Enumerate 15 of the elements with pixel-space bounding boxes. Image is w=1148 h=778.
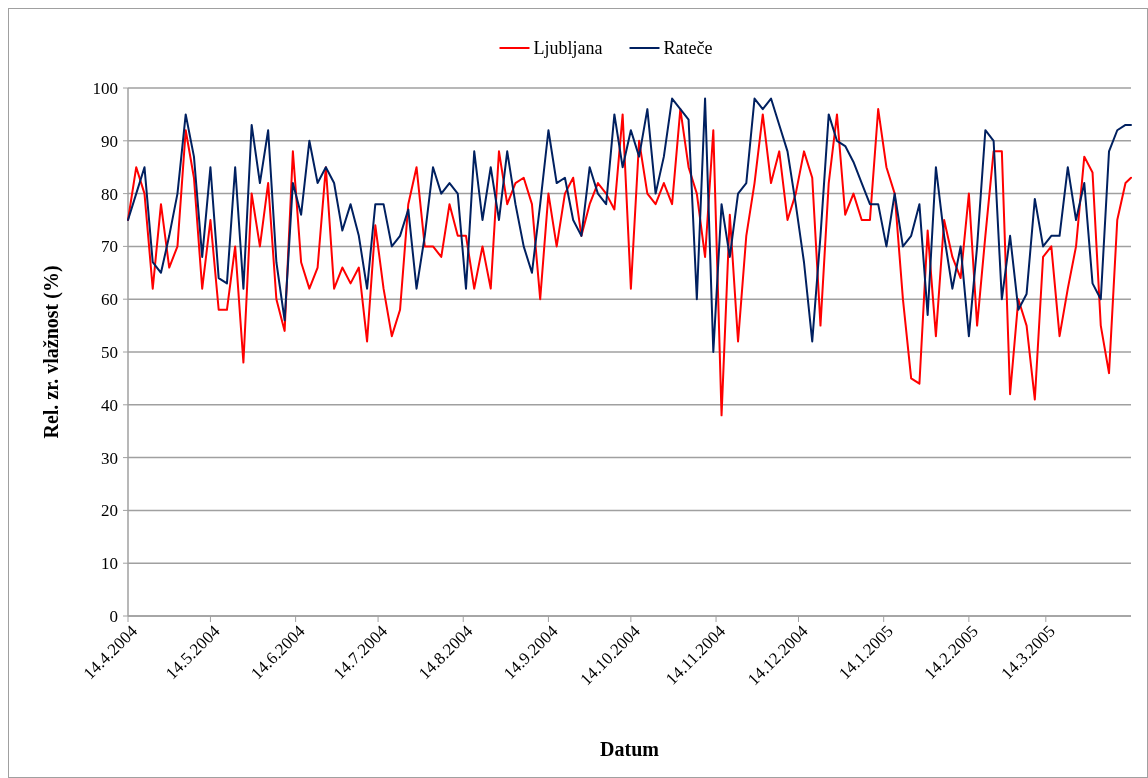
- y-tick-label: 80: [101, 184, 118, 204]
- y-axis-title: Rel. zr. vlažnost (%): [40, 265, 63, 439]
- y-tick-label: 70: [101, 237, 118, 257]
- y-tick-label: 30: [101, 448, 118, 468]
- y-tick-label: 60: [101, 290, 118, 310]
- x-axis-title: Datum: [600, 738, 660, 760]
- y-tick-label: 90: [101, 131, 118, 151]
- legend-label: Rateče: [663, 38, 713, 59]
- y-tick-label: 0: [109, 606, 118, 626]
- y-tick-label: 40: [101, 395, 118, 415]
- y-tick-label: 20: [101, 501, 118, 521]
- y-tick-label: 100: [92, 78, 118, 98]
- y-tick-label: 50: [101, 342, 118, 362]
- legend-label: Ljubljana: [533, 38, 603, 59]
- y-tick-label: 10: [101, 554, 118, 574]
